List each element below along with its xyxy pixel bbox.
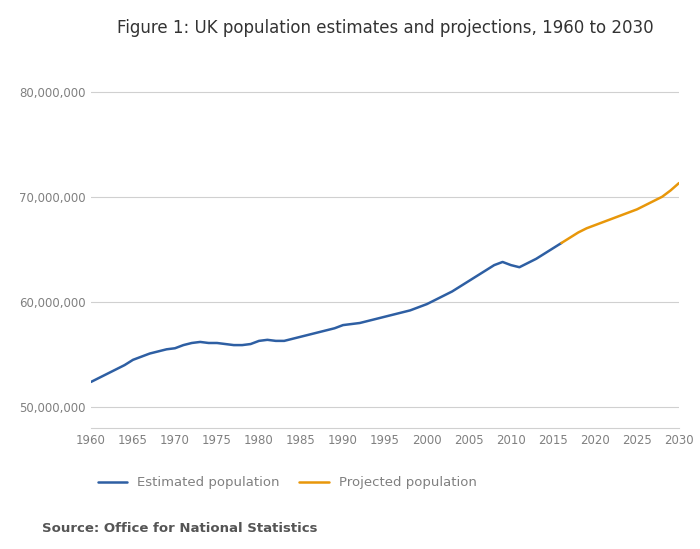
Estimated population [213, 340, 221, 346]
Projected population [591, 222, 599, 228]
Projected population [574, 229, 582, 236]
Projected population [582, 225, 591, 232]
Line: Projected population: Projected population [561, 183, 679, 243]
Estimated population [406, 307, 414, 313]
Projected population [650, 198, 658, 204]
Line: Estimated population: Estimated population [91, 243, 561, 382]
Projected population [675, 180, 683, 186]
Projected population [641, 202, 650, 209]
Estimated population [557, 240, 566, 247]
Projected population [658, 193, 666, 200]
Text: Source: Office for National Statistics: Source: Office for National Statistics [42, 522, 318, 535]
Projected population [633, 206, 641, 212]
Estimated population [104, 370, 112, 377]
Legend: Estimated population, Projected population: Estimated population, Projected populati… [97, 477, 477, 490]
Estimated population [414, 304, 423, 311]
Projected population [608, 216, 616, 222]
Projected population [557, 240, 566, 247]
Projected population [624, 209, 633, 216]
Title: Figure 1: UK population estimates and projections, 1960 to 2030: Figure 1: UK population estimates and pr… [117, 19, 653, 37]
Estimated population [288, 335, 297, 342]
Projected population [599, 219, 608, 225]
Projected population [616, 212, 624, 219]
Estimated population [87, 379, 95, 385]
Projected population [666, 187, 675, 194]
Estimated population [112, 366, 120, 373]
Projected population [566, 234, 574, 241]
